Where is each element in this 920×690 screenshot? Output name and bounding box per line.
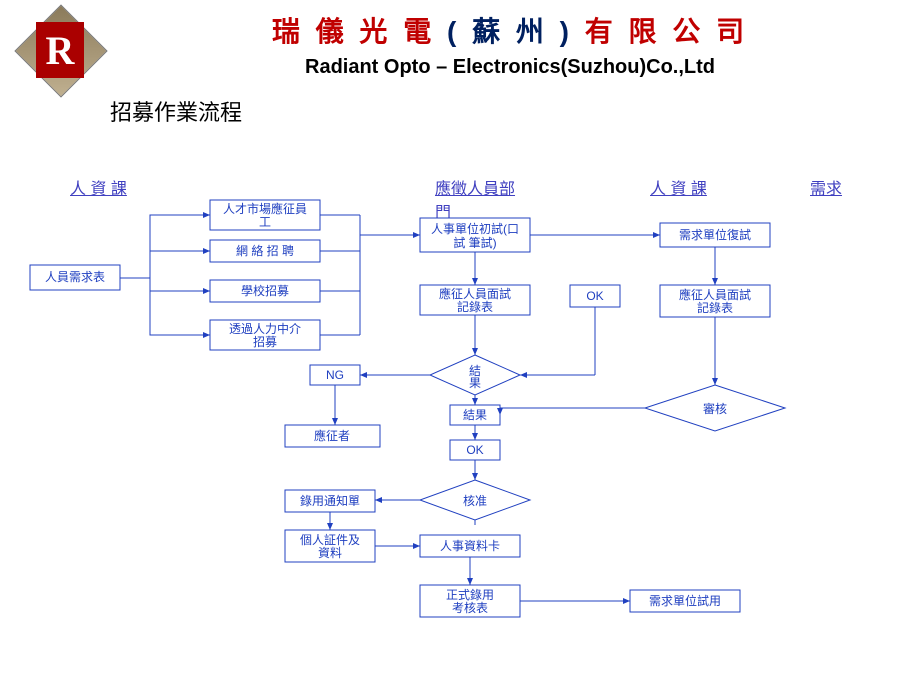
flowchart-canvas: 人員需求表 人才市場應征員 工 網 絡 招 聘 學校招募 透過人力中介 招募 人…: [0, 190, 920, 690]
node-docs-label-2: 資料: [318, 546, 342, 560]
node-agency-label-1: 透過人力中介: [229, 321, 301, 336]
page-subtitle: 招募作業流程: [110, 95, 920, 127]
company-title-cn: 瑞 儀 光 電 ( 蘇 州 ) 有 限 公 司: [120, 10, 900, 50]
title-block: 瑞 儀 光 電 ( 蘇 州 ) 有 限 公 司 Radiant Opto – E…: [120, 10, 900, 79]
node-initial-label-1: 人事單位初試(口: [431, 221, 519, 236]
node-applicant-label: 應征者: [314, 428, 350, 443]
node-agency-label-2: 招募: [253, 335, 277, 349]
title-part2: ( 蘇 州 ): [447, 16, 573, 47]
node-record2-label-2: 記錄表: [697, 300, 733, 315]
node-retest-label: 需求單位復試: [679, 227, 751, 242]
node-formal-label-1: 正式錄用: [446, 587, 494, 602]
node-ok-label: OK: [466, 443, 483, 457]
node-docs-label-1: 個人証件及: [300, 533, 360, 547]
node-result2-label: 結果: [463, 408, 487, 422]
node-record1-label-2: 記錄表: [457, 299, 493, 314]
node-school-label: 學校招募: [241, 283, 289, 298]
node-record2-label-1: 應征人員面試: [679, 287, 751, 302]
company-title-en: Radiant Opto – Electronics(Suzhou)Co.,Lt…: [120, 56, 900, 79]
logo-letter: R: [36, 22, 84, 78]
header: R 瑞 儀 光 電 ( 蘇 州 ) 有 限 公 司 Radiant Opto –…: [0, 0, 920, 90]
node-record1-label-1: 應征人員面試: [439, 286, 511, 301]
node-initial-label-2: 試 筆試): [453, 235, 496, 250]
title-part1: 瑞 儀 光 電: [272, 16, 435, 47]
node-result1-label-2: 果: [469, 376, 481, 390]
node-trial-label: 需求單位試用: [649, 593, 721, 608]
node-formal-label-2: 考核表: [452, 601, 488, 615]
node-hrcard-label: 人事資料卡: [440, 539, 500, 553]
node-approve-label: 核准: [463, 494, 487, 508]
node-review-label: 審核: [703, 401, 727, 416]
node-web-label: 網 絡 招 聘: [236, 243, 294, 258]
company-logo: R: [20, 10, 100, 90]
node-notice-label: 錄用通知單: [300, 493, 360, 508]
node-market-label-1: 人才市場應征員: [223, 201, 307, 216]
node-demand-form-label: 人員需求表: [45, 270, 105, 284]
node-ng-label: NG: [326, 368, 344, 382]
node-ok-text-label: OK: [586, 289, 603, 303]
node-market-label-2: 工: [259, 215, 271, 229]
title-part3: 有 限 公 司: [585, 16, 748, 47]
